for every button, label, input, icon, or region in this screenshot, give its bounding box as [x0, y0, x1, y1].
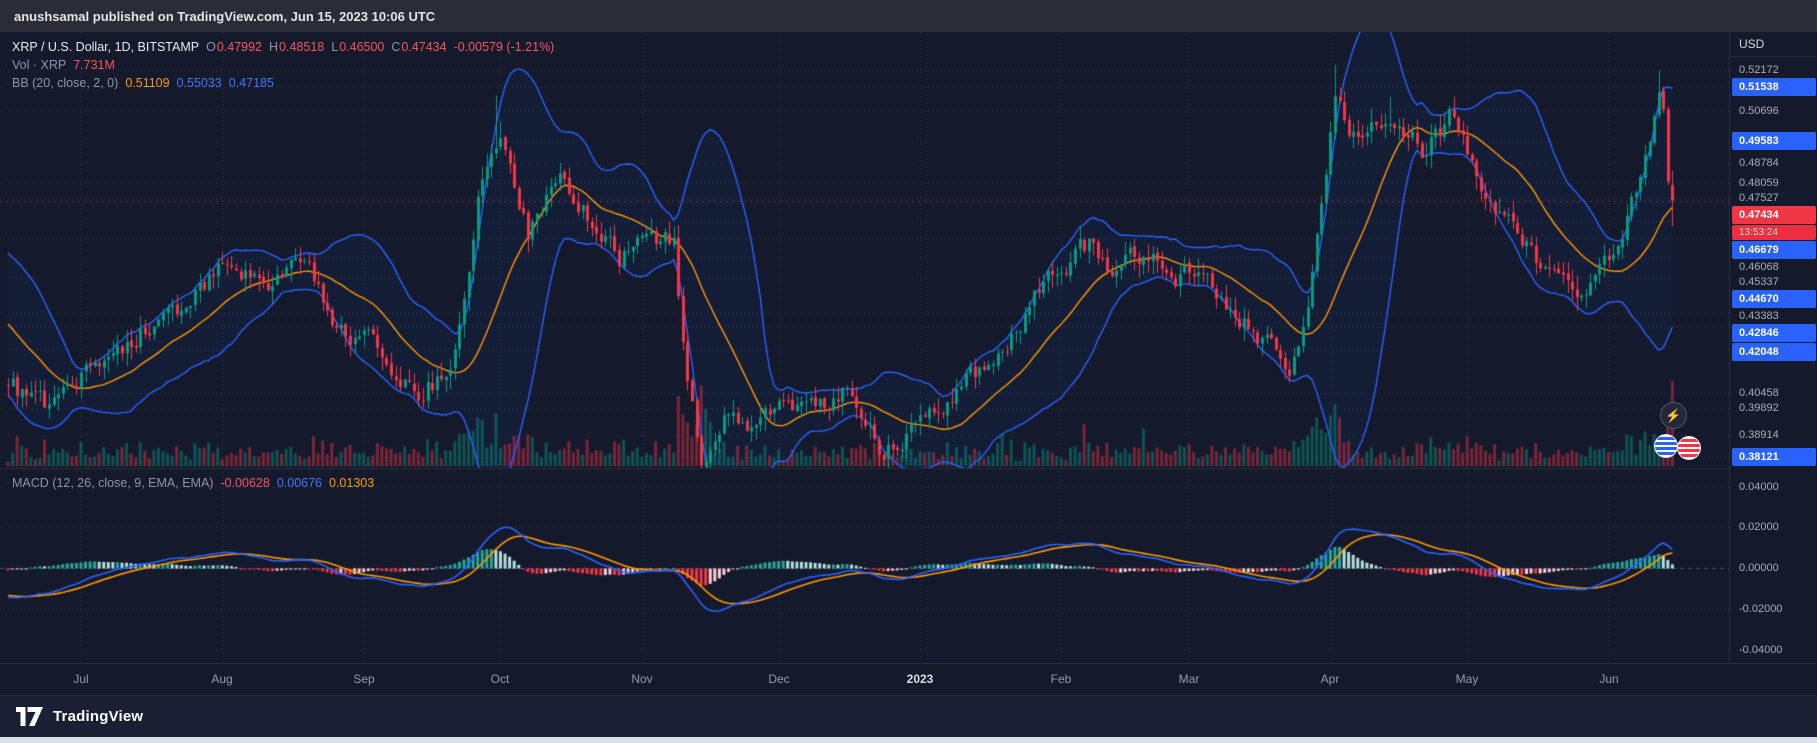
footer-brand[interactable]: TradingView [53, 708, 144, 725]
time-axis-label-apr: Apr [1320, 672, 1340, 686]
chart-legend: XRP / U.S. Dollar, 1D, BITSTAMP O0.47992… [12, 38, 554, 92]
red-coin-marker-icon[interactable] [1677, 436, 1701, 460]
macd-hist-value: -0.00628 [220, 476, 270, 490]
tradingview-logo-icon[interactable] [16, 707, 43, 726]
price-scale-label: 0.42846 [1732, 324, 1816, 342]
price-scale-label: 0.44670 [1732, 290, 1816, 308]
bollinger-label[interactable]: BB (20, close, 2, 0) [12, 76, 119, 90]
time-axis-label-may: May [1455, 672, 1479, 686]
price-scale-label: 0.40458 [1739, 387, 1779, 399]
volume-row: Vol · XRP 7.731M [12, 56, 554, 74]
price-scale-label: 0.48784 [1739, 157, 1779, 169]
publish-text: anushsamal published on TradingView.com,… [14, 8, 436, 24]
bb-upper-value: 0.55033 [176, 76, 222, 90]
time-axis-label-feb: Feb [1050, 672, 1072, 686]
macd-scale-label: 0.04000 [1739, 481, 1779, 493]
footer: TradingView [0, 695, 1817, 737]
macd-line-value: 0.00676 [276, 476, 322, 490]
time-axis-label-mar: Mar [1178, 672, 1200, 686]
price-scale-label: 0.45337 [1739, 276, 1779, 288]
price-scale-label: 0.48059 [1739, 177, 1779, 189]
current-price-label: 0.47434 [1732, 206, 1816, 224]
price-scale-label: 0.47527 [1739, 192, 1779, 204]
time-axis[interactable]: Jul Aug Sep Oct Nov Dec 2023 Feb Mar Apr May Jun [0, 663, 1817, 695]
price-scale-label: 0.38121 [1732, 448, 1816, 466]
time-axis-label-2023: 2023 [906, 672, 934, 686]
price-scale-label: 0.51538 [1732, 78, 1816, 96]
change-value: -0.00579 (-1.21%) [453, 40, 555, 54]
chart-canvas[interactable] [0, 32, 1729, 663]
time-axis-label-jul: Jul [73, 672, 89, 686]
ohlc-high: H0.48518 [269, 40, 325, 54]
time-axis-label-nov: Nov [631, 672, 653, 686]
price-scale-label: 0.43383 [1739, 310, 1779, 322]
chart-area: XRP / U.S. Dollar, 1D, BITSTAMP O0.47992… [0, 32, 1817, 695]
price-scale-label: 0.46068 [1739, 261, 1779, 273]
macd-scale-label: 0.00000 [1739, 562, 1779, 574]
time-axis-label-aug: Aug [211, 672, 233, 686]
symbol-title[interactable]: XRP / U.S. Dollar, 1D, BITSTAMP [12, 40, 200, 54]
price-scale-label: 0.46679 [1732, 241, 1816, 259]
macd-scale-label: -0.04000 [1739, 644, 1783, 656]
price-scale-label: 0.38914 [1739, 429, 1779, 441]
blue-coin-marker-icon[interactable] [1654, 434, 1678, 458]
price-scale-label: 0.39892 [1739, 402, 1779, 414]
time-axis-label-dec: Dec [768, 672, 790, 686]
macd-scale-label: 0.02000 [1739, 521, 1779, 533]
lightning-marker-icon[interactable]: ⚡ [1660, 402, 1687, 429]
bb-basis-value: 0.51109 [125, 76, 170, 90]
price-scale-label: 0.49583 [1732, 132, 1816, 150]
price-scale[interactable]: USD 0.52172 0.51538 0.50696 0.49583 0.48784 0… [1729, 32, 1817, 663]
macd-signal-value: 0.01303 [329, 476, 375, 490]
price-scale-currency[interactable]: USD [1730, 32, 1817, 57]
macd-legend: MACD (12, 26, close, 9, EMA, EMA) -0.006… [12, 474, 374, 492]
bb-lower-value: 0.47185 [228, 76, 274, 90]
macd-scale-label: -0.02000 [1739, 603, 1783, 615]
volume-label[interactable]: Vol · XRP [12, 58, 67, 72]
macd-label[interactable]: MACD (12, 26, close, 9, EMA, EMA) [12, 476, 214, 490]
countdown-label: 13:53:24 [1732, 225, 1816, 240]
time-axis-label-jun: Jun [1599, 672, 1619, 686]
ohlc-close: C0.47434 [391, 40, 447, 54]
time-axis-label-oct: Oct [490, 672, 510, 686]
price-scale-label: 0.52172 [1739, 64, 1779, 76]
time-axis-label-sep: Sep [353, 672, 375, 686]
publish-bar: anushsamal published on TradingView.com,… [0, 0, 1817, 32]
price-scale-label: 0.50696 [1739, 105, 1779, 117]
bottom-strip [0, 737, 1817, 743]
ohlc-open: O0.47992 [206, 40, 263, 54]
symbol-row: XRP / U.S. Dollar, 1D, BITSTAMP O0.47992… [12, 38, 554, 56]
volume-value: 7.731M [73, 58, 115, 72]
price-scale-label: 0.42048 [1732, 343, 1816, 361]
ohlc-low: L0.46500 [331, 40, 385, 54]
bollinger-row: BB (20, close, 2, 0) 0.51109 0.55033 0.4… [12, 74, 554, 92]
macd-row: MACD (12, 26, close, 9, EMA, EMA) -0.006… [12, 474, 374, 492]
